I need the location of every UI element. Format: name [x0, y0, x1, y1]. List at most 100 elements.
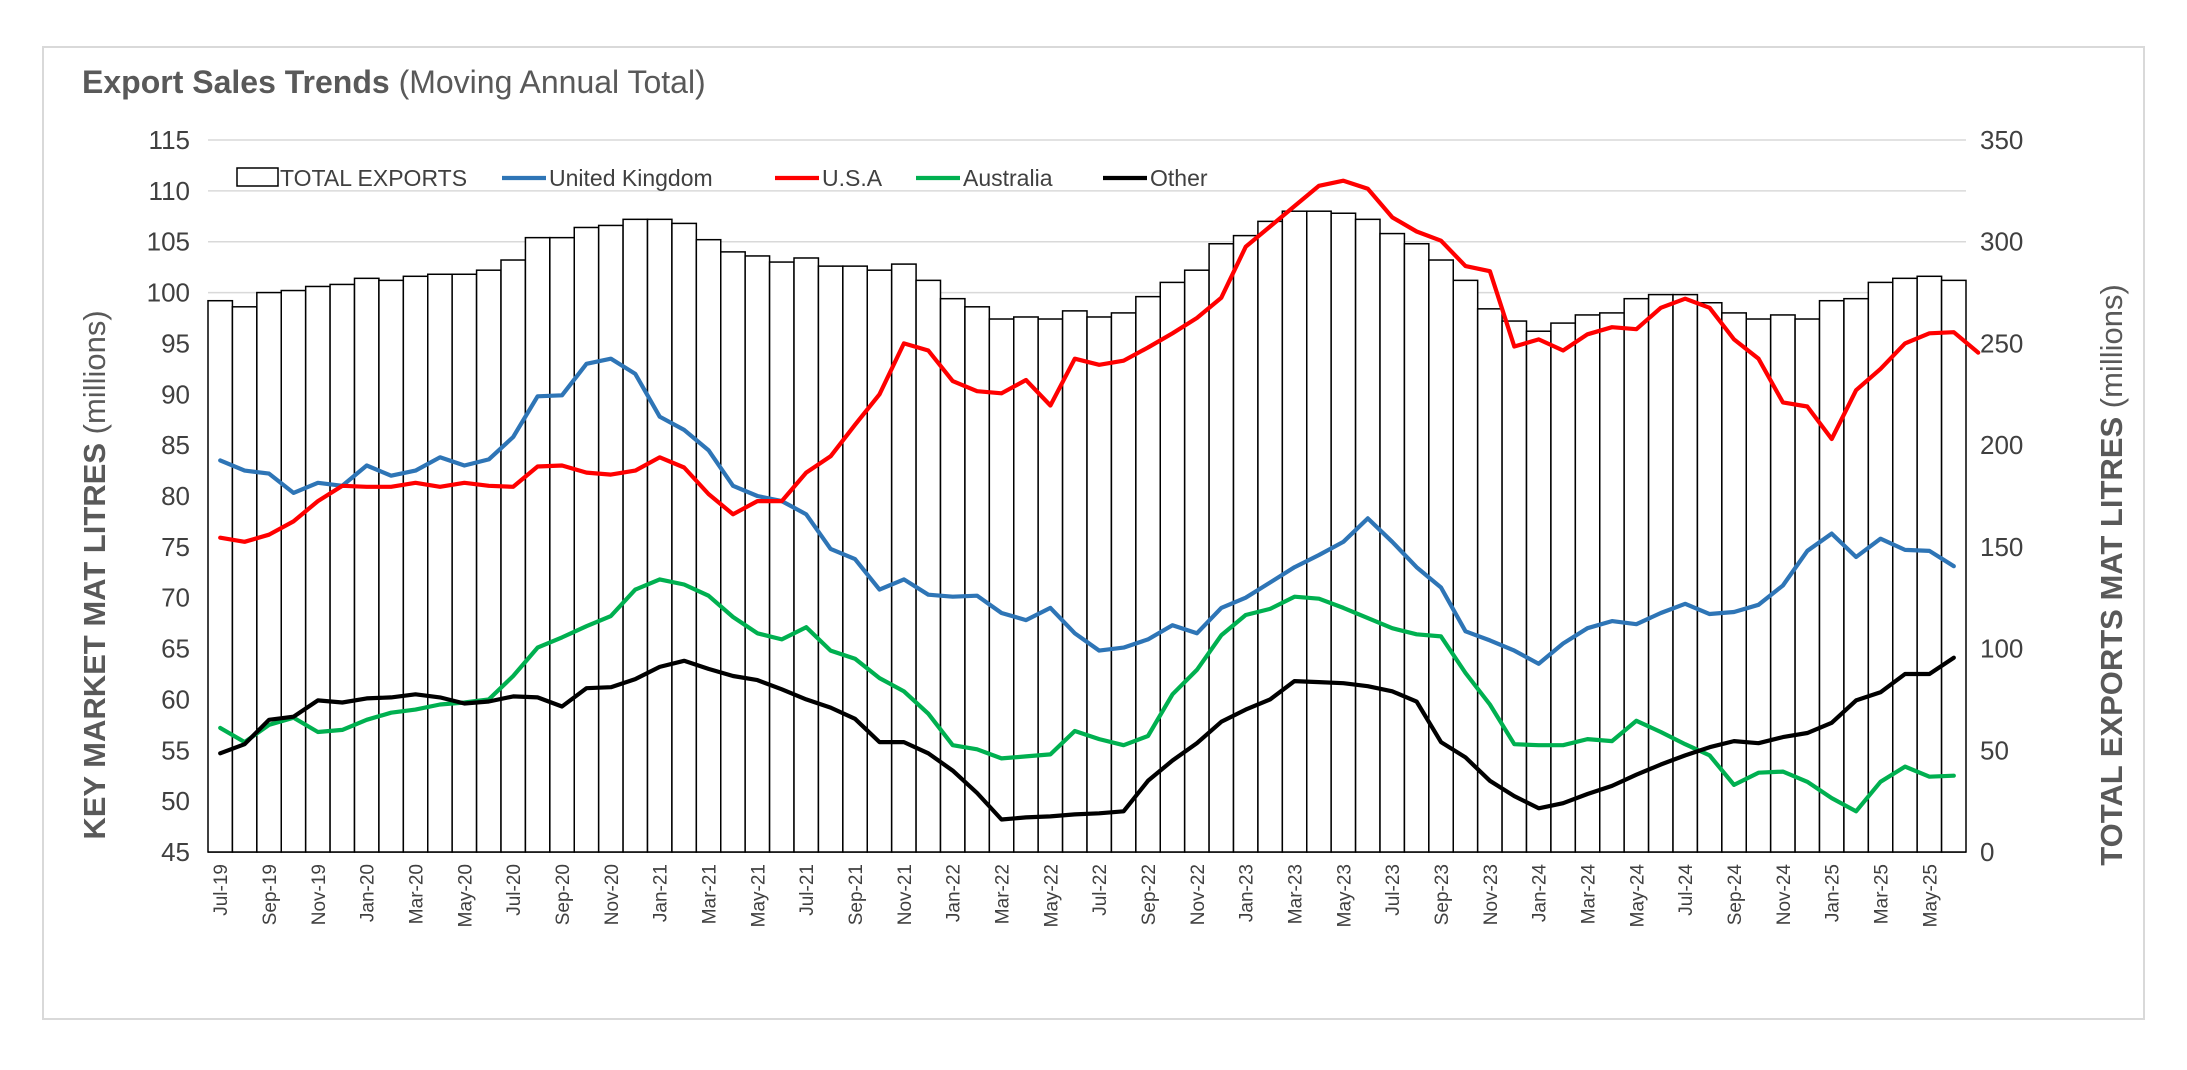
- bar-total-exports-Jun-23: [1354, 218, 1381, 853]
- series-lines: [218, 178, 1981, 822]
- bar-total-exports-Apr-24: [1599, 312, 1625, 853]
- legend-label-australia: Australia: [963, 165, 1053, 191]
- y-right-axis-title: TOTAL EXPORTS MAT LITRES (millions): [2094, 284, 2129, 866]
- bar-total-exports-Jul-20: [500, 259, 527, 853]
- bar-total-exports-Aug-24: [1696, 301, 1723, 853]
- bar-total-exports-Jan-24: [1525, 330, 1552, 853]
- x-tick-label: Nov-24: [1774, 864, 1795, 926]
- x-tick-label: Nov-23: [1481, 864, 1502, 925]
- left-tick-label: 80: [161, 481, 190, 511]
- bar-total-exports-Sep-24: [1721, 312, 1748, 853]
- left-tick-label: 55: [161, 735, 190, 765]
- bar-total-exports-Dec-23: [1501, 320, 1528, 853]
- x-tick-label: Sep-19: [260, 864, 281, 925]
- left-tick-label: 90: [161, 379, 190, 409]
- bar-total-exports-Jan-20: [353, 277, 380, 853]
- x-tick-label: Mar-22: [993, 864, 1014, 924]
- bar-total-exports-Jul-19: [207, 299, 234, 853]
- bar-total-exports-May-24: [1623, 297, 1650, 853]
- bar-total-exports-Jun-22: [1061, 310, 1088, 853]
- bar-total-exports-Dec-19: [329, 283, 356, 853]
- left-tick-label: 70: [161, 583, 190, 613]
- legend-label-total-exports: TOTAL EXPORTS: [280, 165, 467, 191]
- x-axis-ticks: Jul-19 Sep-19 Nov-19 Jan-20 Mar-20 May-20 Jul-…: [211, 864, 1941, 928]
- left-axis-ticks: 45 50 55 60 65 70 75 80 85 90 95 100 105 110 115: [147, 125, 190, 867]
- bar-total-exports-Jul-24: [1672, 293, 1699, 853]
- bar-total-exports-Oct-22: [1159, 281, 1186, 853]
- right-axis-ticks: 0 50 100 150 200 250 300 350: [1980, 125, 2023, 867]
- bar-total-exports-Mar-20: [402, 275, 429, 853]
- legend-label-united-kingdom: United Kingdom: [549, 165, 713, 191]
- bar-total-exports-Feb-24: [1550, 322, 1577, 853]
- bar-total-exports-Jan-25: [1818, 299, 1845, 853]
- x-tick-label: Sep-23: [1432, 864, 1453, 925]
- x-tick-label: Jan-24: [1530, 864, 1551, 923]
- right-tick-label: 250: [1980, 328, 2023, 358]
- total-exports-bars: [207, 210, 1967, 853]
- bar-total-exports-Aug-21: [817, 265, 844, 853]
- x-tick-label: Jan-20: [358, 864, 379, 922]
- x-tick-label: Jul-24: [1676, 864, 1697, 916]
- x-tick-label: Mar-25: [1872, 864, 1893, 924]
- bar-total-exports-Aug-23: [1403, 242, 1430, 853]
- bar-total-exports-Sep-23: [1428, 259, 1455, 853]
- bar-total-exports-Dec-22: [1208, 242, 1235, 853]
- x-tick-label: Jul-20: [504, 864, 525, 916]
- right-tick-label: 150: [1980, 532, 2023, 562]
- x-tick-label: May-21: [748, 864, 769, 927]
- bar-total-exports-Nov-23: [1476, 308, 1503, 853]
- chart-title-main: Export Sales Trends: [82, 64, 390, 100]
- left-tick-label: 60: [161, 684, 190, 714]
- bar-total-exports-Nov-22: [1183, 269, 1210, 853]
- left-tick-label: 115: [149, 125, 190, 155]
- x-tick-label: Nov-22: [1188, 864, 1209, 925]
- bar-total-exports-Aug-19: [231, 306, 258, 853]
- bar-total-exports-Sep-22: [1135, 295, 1162, 853]
- left-tick-label: 75: [161, 532, 190, 562]
- chart-title: Export Sales Trends (Moving Annual Total…: [82, 64, 706, 100]
- x-tick-label: May-20: [455, 864, 476, 927]
- chart-subtitle: (Moving Annual Total): [399, 64, 706, 100]
- right-tick-label: 300: [1980, 227, 2023, 257]
- right-tick-label: 100: [1980, 634, 2023, 664]
- x-tick-label: Sep-21: [846, 864, 867, 925]
- y-left-axis-unit: (millions): [77, 310, 112, 434]
- x-tick-label: Sep-24: [1725, 864, 1746, 926]
- legend-swatch-total-exports: [236, 167, 279, 187]
- series-line-united-kingdom: [218, 356, 1956, 666]
- y-left-axis-label: KEY MARKET MAT LITRES: [77, 443, 112, 840]
- bar-total-exports-Nov-20: [597, 224, 624, 853]
- x-tick-label: Nov-21: [895, 864, 916, 925]
- left-tick-label: 45: [161, 837, 190, 867]
- right-tick-label: 200: [1980, 430, 2023, 460]
- right-tick-label: 350: [1980, 125, 2023, 155]
- x-tick-label: Sep-22: [1139, 864, 1160, 925]
- x-tick-label: May-25: [1920, 864, 1941, 927]
- x-tick-label: Mar-21: [700, 864, 721, 924]
- series-line-u-s-a: [218, 178, 1981, 544]
- left-tick-label: 85: [161, 430, 190, 460]
- x-tick-label: Mar-24: [1579, 864, 1600, 925]
- left-tick-label: 95: [161, 328, 190, 358]
- bar-total-exports-Jul-22: [1086, 316, 1113, 853]
- bar-total-exports-Jul-21: [793, 257, 820, 853]
- bar-total-exports-Feb-20: [378, 279, 405, 853]
- x-tick-label: Nov-19: [309, 864, 330, 925]
- legend-label-u-s-a: U.S.A: [822, 165, 883, 191]
- bar-total-exports-May-21: [744, 255, 771, 853]
- bar-total-exports-Sep-19: [256, 291, 283, 853]
- x-tick-label: Jul-19: [211, 864, 232, 916]
- legend: TOTAL EXPORTS United Kingdom U.S.A Australi…: [236, 165, 1208, 191]
- bar-total-exports-Dec-24: [1794, 318, 1821, 853]
- left-tick-label: 110: [149, 176, 190, 206]
- bar-total-exports-Nov-21: [890, 263, 917, 853]
- bar-total-exports-Dec-21: [915, 279, 942, 853]
- x-tick-label: Sep-20: [553, 864, 574, 925]
- left-tick-label: 105: [147, 227, 190, 257]
- bar-total-exports-May-20: [451, 273, 478, 853]
- bar-total-exports-Aug-20: [524, 236, 551, 853]
- bar-total-exports-Feb-21: [671, 222, 698, 853]
- y-right-axis-unit: (millions): [2094, 284, 2129, 408]
- bar-total-exports-Mar-22: [988, 318, 1015, 853]
